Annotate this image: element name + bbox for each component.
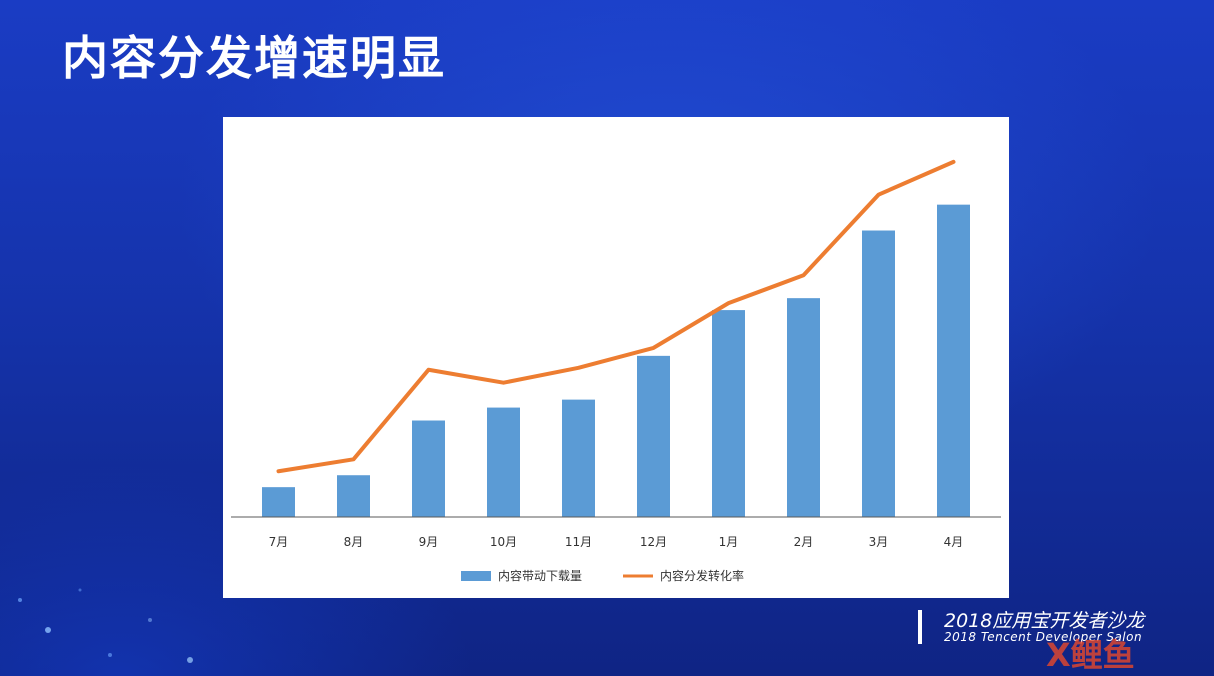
bars-layer: [262, 204, 970, 517]
x-tick-4月: 4月: [944, 535, 964, 549]
chart-panel: 7月 8月 9月 10月 11月 12月 1月 2月 3月 4月 内容带动下载量 内容分发转化率: [223, 117, 1009, 598]
bar-2月: [787, 298, 820, 517]
x-tick-3月: 3月: [869, 535, 889, 549]
legend: 内容带动下载量 内容分发转化率: [461, 568, 744, 583]
slide-title: 内容分发增速明显: [62, 31, 446, 85]
x-tick-12月: 12月: [640, 535, 667, 549]
combo-chart: 7月 8月 9月 10月 11月 12月 1月 2月 3月 4月 内容带动下载量 内容分发转化率: [231, 159, 1001, 583]
x-tick-7月: 7月: [269, 535, 289, 549]
bar-8月: [337, 475, 370, 517]
watermark-logo: X鲤鱼: [1046, 636, 1135, 674]
x-tick-labels: 7月 8月 9月 10月 11月 12月 1月 2月 3月 4月: [269, 535, 964, 549]
legend-label-conversion: 内容分发转化率: [660, 568, 744, 583]
bar-10月: [487, 407, 520, 517]
conversion-rate-line: [276, 159, 956, 474]
footer-accent-bar: [918, 610, 922, 644]
x-tick-8月: 8月: [344, 535, 364, 549]
x-tick-11月: 11月: [565, 535, 592, 549]
bar-1月: [712, 310, 745, 517]
bar-3月: [862, 230, 895, 517]
x-tick-2月: 2月: [794, 535, 814, 549]
event-name-en: 2018 Tencent Developer Salon: [944, 630, 1143, 644]
bar-7月: [262, 487, 295, 517]
x-tick-9月: 9月: [419, 535, 439, 549]
bar-11月: [562, 399, 595, 517]
decorative-dots: [18, 588, 193, 663]
event-name-cn: 2018应用宝开发者沙龙: [944, 610, 1145, 632]
x-tick-10月: 10月: [490, 535, 517, 549]
bar-9月: [412, 420, 445, 517]
bar-12月: [637, 355, 670, 517]
legend-swatch-downloads: [461, 571, 491, 581]
x-tick-1月: 1月: [719, 535, 739, 549]
bar-4月: [937, 204, 970, 517]
legend-label-downloads: 内容带动下载量: [498, 568, 582, 583]
